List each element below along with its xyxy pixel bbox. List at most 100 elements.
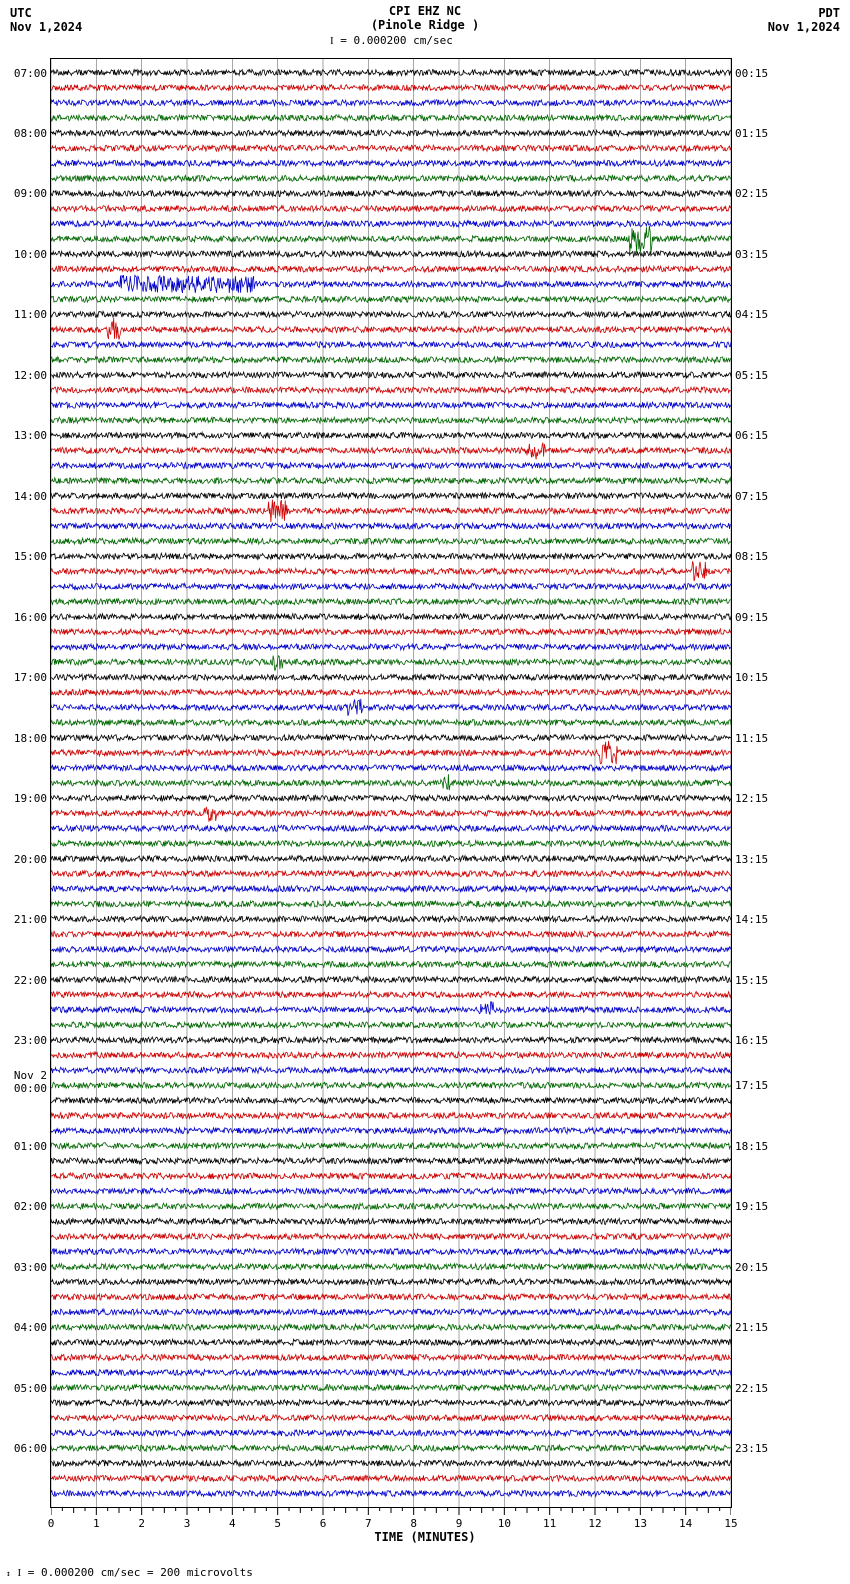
pdt-time-label: 03:15	[735, 248, 768, 261]
pdt-time-label: 12:15	[735, 792, 768, 805]
seismic-trace	[51, 1309, 731, 1315]
pdt-time-label: 21:15	[735, 1321, 768, 1334]
seismic-trace	[51, 1385, 731, 1391]
seismic-trace	[51, 417, 731, 423]
seismic-trace	[51, 656, 731, 670]
seismic-trace	[51, 741, 731, 764]
seismic-trace	[51, 977, 731, 983]
seismic-trace	[51, 478, 731, 484]
title: CPI EHZ NC	[0, 4, 850, 18]
seismic-trace	[51, 1113, 731, 1119]
seismic-trace	[51, 1339, 731, 1345]
seismic-trace	[51, 614, 731, 620]
seismic-trace	[51, 1430, 731, 1436]
seismic-trace	[51, 160, 731, 166]
seismic-trace	[51, 1002, 731, 1015]
footer-note: ↕ I = 0.000200 cm/sec = 200 microvolts	[6, 1566, 253, 1579]
seismic-trace	[51, 1158, 731, 1164]
seismic-trace	[51, 443, 731, 460]
seismic-trace	[51, 1370, 731, 1376]
footer-text: = 0.000200 cm/sec = 200 microvolts	[28, 1566, 253, 1579]
pdt-time-label: 14:15	[735, 913, 768, 926]
pdt-time-label: 01:15	[735, 127, 768, 140]
seismic-trace	[51, 1264, 731, 1270]
seismic-trace	[51, 916, 731, 922]
seismic-trace	[51, 1143, 731, 1149]
utc-time-label: 10:00	[3, 248, 47, 261]
seismic-trace	[51, 1475, 731, 1481]
pdt-time-label: 16:15	[735, 1034, 768, 1047]
seismic-trace	[51, 318, 731, 340]
seismic-trace	[51, 807, 731, 821]
pdt-time-label: 09:15	[735, 611, 768, 624]
seismic-trace	[51, 85, 731, 91]
seismogram-container: UTC Nov 1,2024 PDT Nov 1,2024 CPI EHZ NC…	[0, 0, 850, 1584]
seismic-trace	[51, 1249, 731, 1255]
seismic-trace	[51, 699, 731, 716]
utc-time-label: 16:00	[3, 611, 47, 624]
utc-time-label: 06:00	[3, 1442, 47, 1455]
utc-time-label: 02:00	[3, 1200, 47, 1213]
utc-time-label: 13:00	[3, 429, 47, 442]
pdt-time-label: 02:15	[735, 187, 768, 200]
seismic-trace	[51, 765, 731, 771]
seismic-trace	[51, 130, 731, 136]
seismic-trace	[51, 523, 731, 529]
seismic-trace	[51, 387, 731, 393]
seismic-trace	[51, 931, 731, 937]
seismic-trace	[51, 251, 731, 257]
seismic-trace	[51, 1294, 731, 1300]
seismic-trace	[51, 584, 731, 590]
seismic-trace	[51, 296, 731, 302]
seismic-trace	[51, 553, 731, 559]
pdt-time-label: 06:15	[735, 429, 768, 442]
pdt-time-label: 08:15	[735, 550, 768, 563]
seismic-trace	[51, 689, 731, 695]
utc-time-label: 09:00	[3, 187, 47, 200]
pdt-time-label: 13:15	[735, 853, 768, 866]
pdt-time-label: 05:15	[735, 369, 768, 382]
seismic-trace	[51, 226, 731, 254]
seismic-trace	[51, 100, 731, 106]
seismic-trace	[51, 1052, 731, 1058]
seismic-trace	[51, 266, 731, 272]
utc-time-label: 11:00	[3, 308, 47, 321]
seismic-trace	[51, 1490, 731, 1496]
seismic-trace	[51, 402, 731, 408]
seismic-trace	[51, 871, 731, 877]
seismic-trace	[51, 1037, 731, 1043]
pdt-time-label: 15:15	[735, 974, 768, 987]
seismic-trace	[51, 735, 731, 741]
seismic-trace	[51, 432, 731, 438]
pdt-time-label: 19:15	[735, 1200, 768, 1213]
utc-time-label: 14:00	[3, 490, 47, 503]
seismic-trace	[51, 886, 731, 892]
pdt-time-label: 20:15	[735, 1261, 768, 1274]
pdt-time-label: 10:15	[735, 671, 768, 684]
seismic-trace	[51, 856, 731, 862]
seismic-trace	[51, 1400, 731, 1406]
seismic-trace	[51, 1445, 731, 1451]
seismic-trace	[51, 538, 731, 544]
seismic-trace	[51, 1203, 731, 1209]
seismic-trace	[51, 774, 731, 790]
seismic-trace	[51, 674, 731, 680]
seismic-trace	[51, 500, 731, 522]
seismogram-plot: 07:0000:1508:0001:1509:0002:1510:0003:15…	[50, 58, 732, 1508]
utc-time-label: 04:00	[3, 1321, 47, 1334]
pdt-time-label: 17:15	[735, 1079, 768, 1092]
seismic-trace	[51, 342, 731, 348]
pdt-time-label: 22:15	[735, 1382, 768, 1395]
seismic-trace	[51, 115, 731, 121]
utc-time-label: 18:00	[3, 732, 47, 745]
seismic-trace	[51, 720, 731, 726]
utc-time-label: 05:00	[3, 1382, 47, 1395]
pdt-time-label: 04:15	[735, 308, 768, 321]
seismic-trace	[51, 275, 731, 293]
scale-text: = 0.000200 cm/sec	[340, 34, 453, 47]
seismic-trace	[51, 372, 731, 378]
seismic-trace	[51, 70, 731, 76]
pdt-time-label: 07:15	[735, 490, 768, 503]
seismic-trace	[51, 493, 731, 499]
seismic-trace	[51, 1279, 731, 1285]
